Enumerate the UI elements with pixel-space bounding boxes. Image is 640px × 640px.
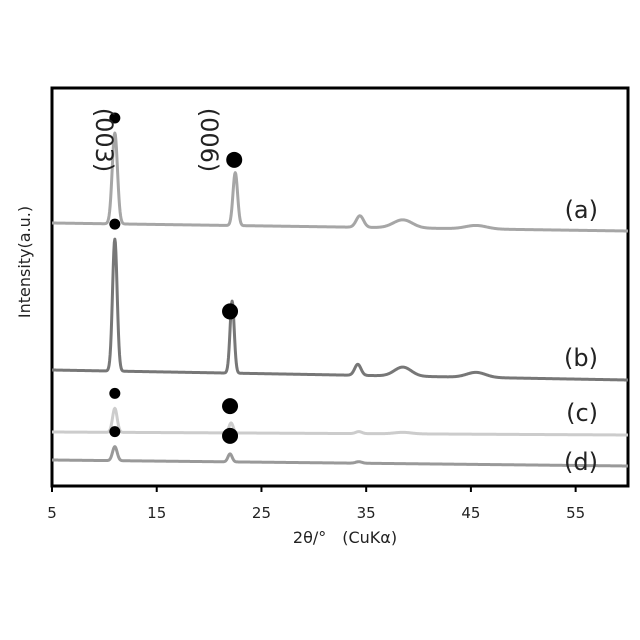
x-axis-tick-labels: 5 15 25 35 45 55 [47,504,585,522]
series-label-d: (d) [564,448,598,476]
series-label-b: (b) [564,344,598,372]
peak-marker-c-1 [109,387,121,399]
trace-c [51,406,629,437]
diffraction-traces [51,131,629,468]
peak-marker-a-1 [109,112,121,124]
trace-a [51,131,629,233]
peak-marker-d-1 [109,426,121,438]
trace-b [51,237,629,382]
x-axis-title: 2θ/° (CuKα) [293,528,397,547]
x-tick-label-45: 45 [461,504,480,522]
series-label-c: (c) [566,399,598,427]
x-tick-label-55: 55 [566,504,585,522]
series-labels: (a) (b) (c) (d) [564,196,598,476]
x-tick-label-15: 15 [147,504,166,522]
peak-marker-b-1 [109,218,121,230]
x-tick-label-25: 25 [252,504,271,522]
trace-d [51,445,629,468]
x-axis-ticks [51,486,577,492]
peak-markers [109,112,243,444]
x-tick-label-35: 35 [357,504,376,522]
peak-marker-a-2 [226,151,243,168]
peak-index-labels: (003) (006) [90,108,223,173]
series-label-a: (a) [565,196,598,224]
x-tick-label-5: 5 [47,504,57,522]
peak-marker-d-2 [222,427,239,444]
peak-label-1: (006) [195,108,223,173]
peak-marker-b-2 [222,303,239,320]
peak-marker-c-2 [222,398,239,415]
y-axis-title: Intensity(a.u.) [15,206,34,318]
plot-frame [50,86,630,488]
peak-label-0: (003) [90,108,118,173]
